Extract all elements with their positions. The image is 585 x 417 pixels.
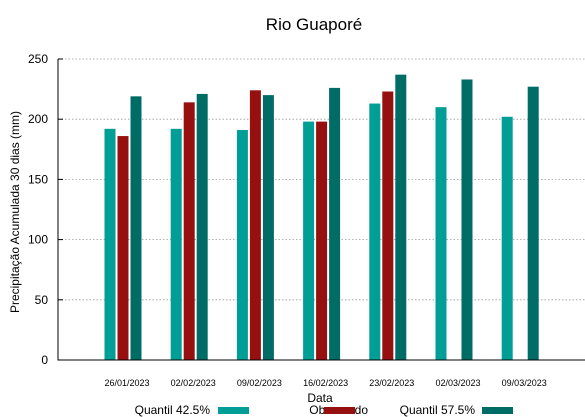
x-tick-label: 09/02/2023 <box>237 378 282 388</box>
x-tick-label: 09/03/2023 <box>502 378 547 388</box>
legend-label: Quantil 42.5% <box>135 403 211 417</box>
bar <box>316 121 328 360</box>
x-tick-label: 16/02/2023 <box>303 378 348 388</box>
bar <box>395 74 407 360</box>
bar <box>527 86 539 360</box>
x-axis-label: Data <box>307 391 333 405</box>
x-tick-label: 26/01/2023 <box>104 378 149 388</box>
bar <box>236 130 248 360</box>
bar <box>262 95 274 361</box>
y-tick-label: 100 <box>28 233 48 247</box>
bar <box>461 79 473 360</box>
legend-swatch <box>218 407 249 414</box>
bar <box>104 128 116 360</box>
bar <box>196 93 208 360</box>
legend-swatch <box>324 407 355 414</box>
x-tick-label: 02/03/2023 <box>435 378 480 388</box>
chart-title: Rio Guaporé <box>266 15 362 34</box>
legend-label: Quantil 57.5% <box>400 403 476 417</box>
bar <box>170 128 182 360</box>
y-ticks: 0 50 100 150 200 250 <box>28 52 63 367</box>
bar <box>303 121 315 360</box>
x-ticks: 26/01/2023 02/02/2023 09/02/2023 16/02/2023… <box>104 378 546 388</box>
legend-swatch <box>482 407 513 414</box>
y-axis-label: Precipitação Acumulada 30 dias (mm) <box>8 111 22 313</box>
y-tick-label: 250 <box>28 52 48 66</box>
y-tick-label: 150 <box>28 172 48 186</box>
bar <box>501 116 513 361</box>
y-tick-label: 0 <box>41 353 48 367</box>
x-tick-label: 23/02/2023 <box>369 378 414 388</box>
bar <box>382 91 394 361</box>
bar <box>183 102 195 361</box>
bar <box>369 103 381 360</box>
bar <box>117 136 129 360</box>
bar <box>435 107 447 360</box>
y-tick-label: 50 <box>35 293 49 307</box>
bars <box>104 74 539 361</box>
x-tick-label: 02/02/2023 <box>171 378 216 388</box>
bar <box>130 96 142 360</box>
y-tick-label: 200 <box>28 112 48 126</box>
bar <box>329 87 341 361</box>
legend: Quantil 42.5%ObservadoQuantil 57.5% <box>135 403 513 417</box>
bar <box>249 90 261 360</box>
